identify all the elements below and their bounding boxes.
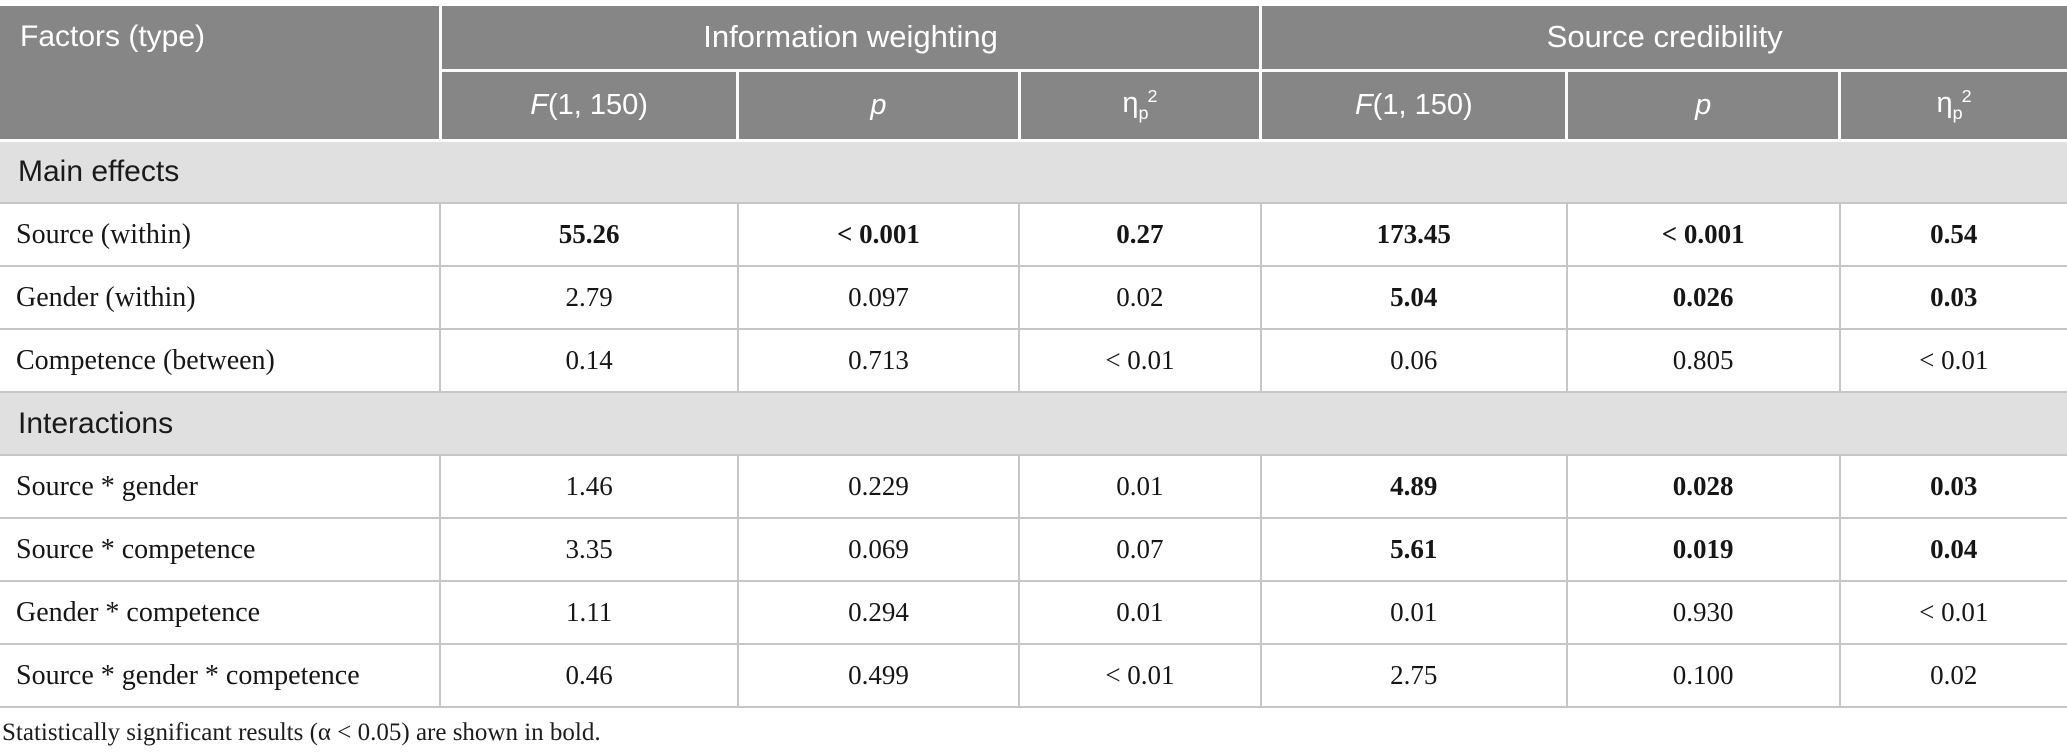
header-sub-row: F(1, 150) p ηp2 F(1, 150) p ηp2 [0,70,2067,142]
value-cell: 0.01 [1019,581,1262,645]
table-row: Gender * competence 1.11 0.294 0.01 0.01… [0,581,2067,645]
row-label: Gender (within) [0,266,442,330]
value-cell: 0.229 [737,455,1021,519]
value-cell: 1.46 [440,455,739,519]
value-cell: 0.019 [1566,518,1841,582]
value-cell: 0.04 [1839,518,2067,582]
value-cell: 0.028 [1566,455,1841,519]
value-cell: 0.097 [737,266,1021,330]
value-cell: 0.01 [1019,455,1262,519]
value-cell: 0.930 [1566,581,1841,645]
f-df-label: (1, 150) [1372,88,1473,121]
f-statistic-label: F [1354,88,1373,121]
value-cell: 5.04 [1260,266,1568,330]
table-row: Competence (between) 0.14 0.713 < 0.01 0… [0,329,2067,393]
value-cell: 0.54 [1839,203,2067,267]
value-cell: 0.03 [1839,455,2067,519]
section-row-main-effects: Main effects [0,140,2067,204]
value-cell: 0.06 [1260,329,1568,393]
value-cell: 0.026 [1566,266,1841,330]
row-label: Competence (between) [0,329,442,393]
value-cell: 55.26 [440,203,739,267]
value-cell: 0.14 [440,329,739,393]
subheader-p-information-weighting: p [737,70,1021,142]
value-cell: < 0.01 [1839,329,2067,393]
subheader-f-source-credibility: F(1, 150) [1260,70,1569,142]
value-cell: < 0.001 [1566,203,1841,267]
value-cell: 0.499 [737,644,1021,708]
anova-results-table: Factors (type) Information weighting Sou… [0,6,2067,708]
header-group-row: Factors (type) Information weighting Sou… [0,6,2067,142]
subheader-eta-information-weighting: ηp2 [1019,70,1263,142]
table-row: Source (within) 55.26 < 0.001 0.27 173.4… [0,203,2067,267]
value-cell: 0.03 [1839,266,2067,330]
table-footnote: Statistically significant results (α < 0… [2,719,601,746]
subheader-eta-source-credibility: ηp2 [1839,70,2067,142]
group-header-source-credibility: Source credibility [1260,6,2067,72]
subheader-p-source-credibility: p [1566,70,1842,142]
value-cell: < 0.001 [737,203,1021,267]
partial-eta-squared-label: ηp2 [1122,85,1158,124]
value-cell: < 0.01 [1839,581,2067,645]
column-header-factors: Factors (type) [0,6,442,142]
row-label: Gender * competence [0,581,442,645]
p-value-label: p [1695,88,1712,121]
value-cell: 3.35 [440,518,739,582]
value-cell: 0.07 [1019,518,1262,582]
value-cell: < 0.01 [1019,644,1262,708]
p-value-label: p [870,88,887,121]
value-cell: < 0.01 [1019,329,1262,393]
section-title: Main effects [0,140,2067,204]
section-row-interactions: Interactions [0,392,2067,456]
value-cell: 0.294 [737,581,1021,645]
value-cell: 0.46 [440,644,739,708]
f-statistic-label: F [530,88,548,121]
table-row: Source * competence 3.35 0.069 0.07 5.61… [0,518,2067,582]
value-cell: 4.89 [1260,455,1568,519]
row-label: Source * gender * competence [0,644,442,708]
value-cell: 1.11 [440,581,739,645]
partial-eta-squared-label: ηp2 [1936,85,1972,124]
f-df-label: (1, 150) [547,88,648,121]
value-cell: 0.100 [1566,644,1841,708]
value-cell: 0.01 [1260,581,1568,645]
row-label: Source * gender [0,455,442,519]
group-header-information-weighting: Information weighting [440,6,1263,72]
value-cell: 0.02 [1839,644,2067,708]
value-cell: 5.61 [1260,518,1568,582]
table-row: Gender (within) 2.79 0.097 0.02 5.04 0.0… [0,266,2067,330]
row-label: Source * competence [0,518,442,582]
value-cell: 0.805 [1566,329,1841,393]
table-row: Source * gender 1.46 0.229 0.01 4.89 0.0… [0,455,2067,519]
table-row: Source * gender * competence 0.46 0.499 … [0,644,2067,708]
value-cell: 0.069 [737,518,1021,582]
subheader-f-information-weighting: F(1, 150) [440,70,740,142]
value-cell: 2.75 [1260,644,1568,708]
value-cell: 173.45 [1260,203,1568,267]
value-cell: 0.713 [737,329,1021,393]
value-cell: 0.02 [1019,266,1262,330]
value-cell: 2.79 [440,266,739,330]
value-cell: 0.27 [1019,203,1262,267]
section-title: Interactions [0,392,2067,456]
row-label: Source (within) [0,203,442,267]
